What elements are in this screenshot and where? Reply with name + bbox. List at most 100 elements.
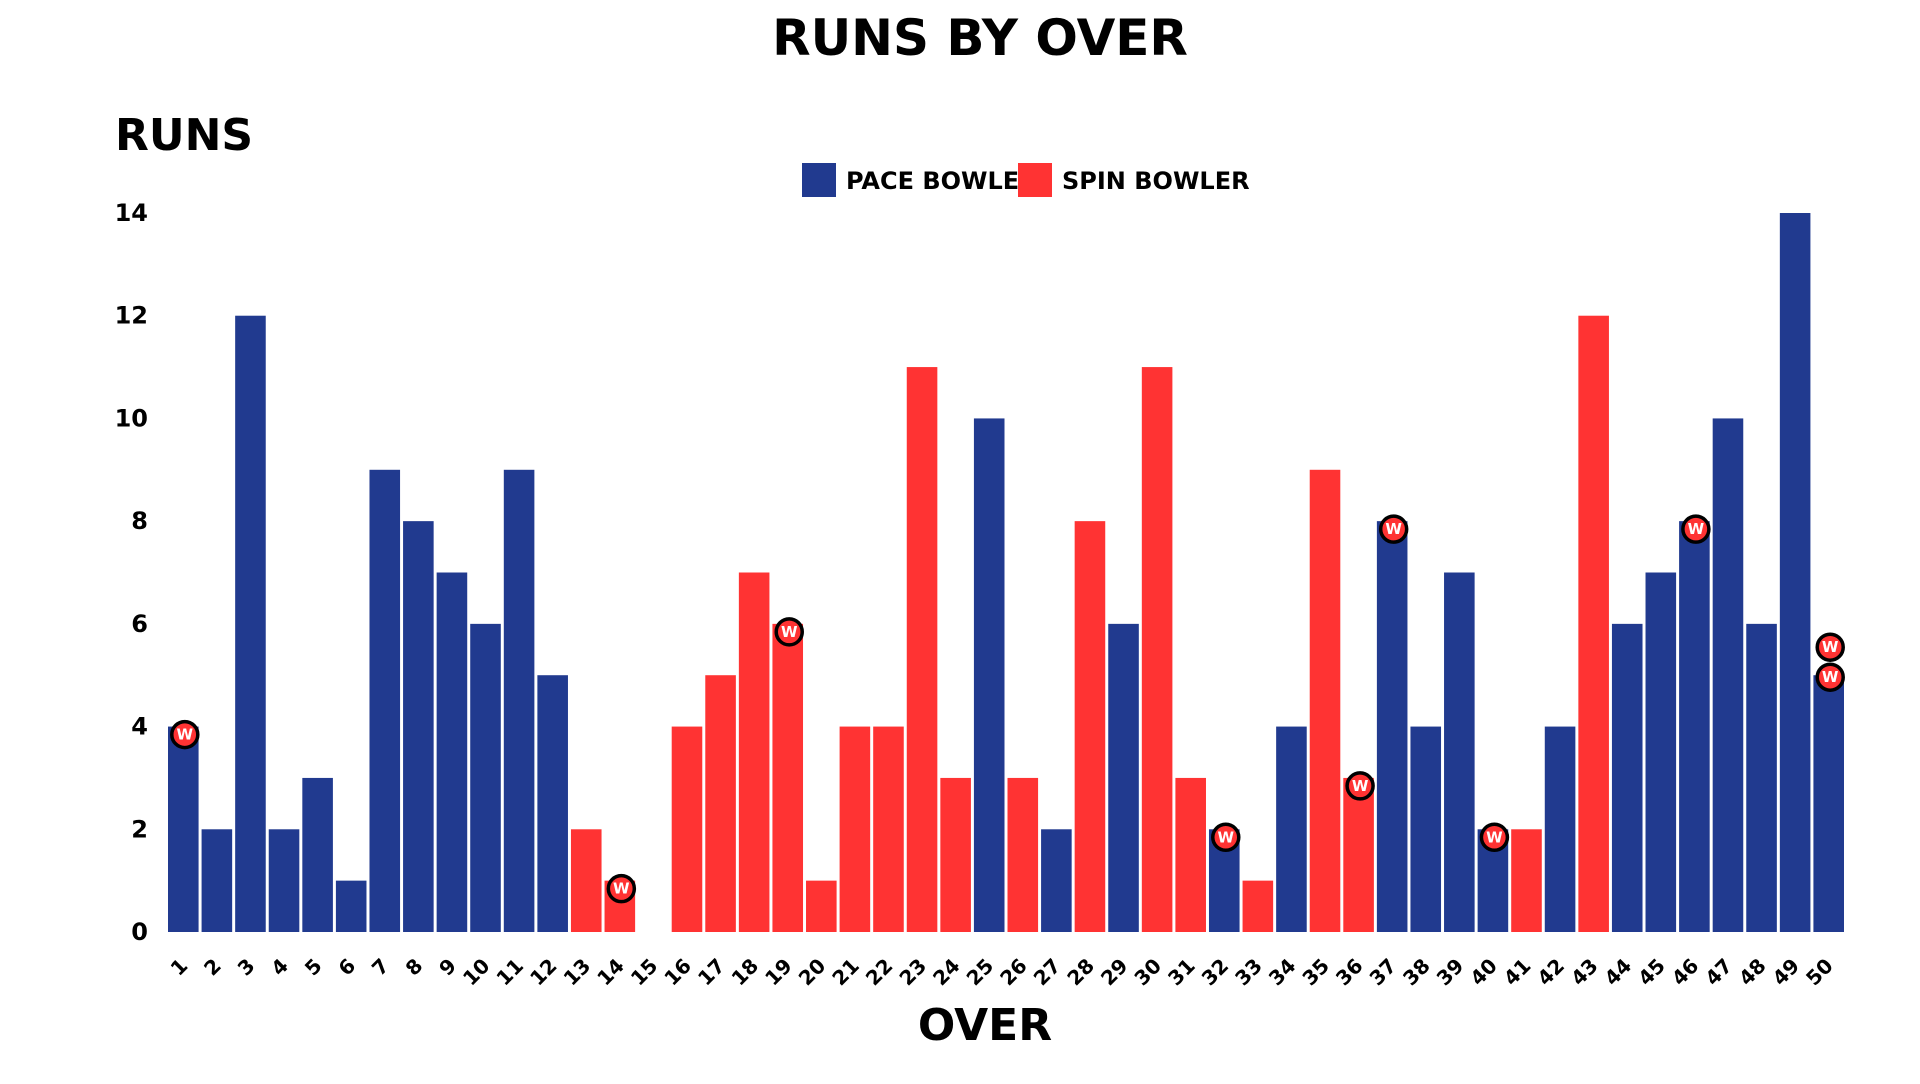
x-tick-label: 12 [525, 954, 562, 991]
wicket-label: W [1217, 828, 1234, 846]
bar-over-27 [1041, 829, 1072, 932]
bar-over-23 [906, 367, 938, 932]
x-tick-label: 50 [1801, 954, 1838, 991]
wicket-label: W [613, 880, 630, 898]
x-tick-label: 2 [199, 954, 226, 981]
wicket-marker: W [774, 617, 804, 647]
wicket-label: W [1822, 668, 1839, 686]
wicket-circle [1681, 514, 1711, 544]
x-tick-label: 40 [1465, 954, 1502, 991]
wicket-marker: W [1211, 822, 1241, 853]
x-tick-label: 18 [727, 954, 764, 991]
bar-over-2 [201, 829, 233, 932]
x-tick-label: 6 [333, 954, 360, 981]
y-tick-label: 0 [131, 918, 148, 946]
x-tick-label: 46 [1667, 954, 1704, 991]
x-tick-label: 33 [1230, 954, 1267, 991]
bar-over-12 [537, 675, 568, 932]
bar-over-29 [1108, 623, 1139, 932]
bar-over-42 [1544, 726, 1576, 932]
legend-item: PACE BOWLER [802, 163, 1038, 197]
wicket-marker: W [1681, 514, 1711, 544]
y-tick-label: 4 [131, 713, 148, 741]
x-tick-label: 21 [827, 954, 864, 991]
y-tick-label: 8 [131, 507, 148, 535]
wicket-circle [170, 719, 200, 750]
x-tick-label: 15 [626, 954, 663, 991]
wicket-circle [1378, 514, 1409, 544]
wicket-label: W [1352, 777, 1369, 795]
bar-over-18 [738, 572, 770, 932]
x-tick-label: 26 [995, 954, 1032, 991]
x-tick-label: 4 [266, 954, 293, 981]
wicket-label: W [1688, 520, 1705, 538]
x-tick-label: 35 [1297, 954, 1334, 991]
y-axis-ticks: 0 2 4 6 8 10 12 14 [115, 199, 148, 946]
x-tick-label: 41 [1499, 954, 1536, 991]
legend-item: SPIN BOWLER [1018, 163, 1250, 197]
wicket-marker: W [1815, 662, 1845, 692]
bars-group [168, 213, 1844, 933]
legend: PACE BOWLER SPIN BOWLER [802, 163, 1250, 197]
x-tick-label: 31 [1163, 954, 1200, 991]
x-tick-label: 9 [434, 954, 461, 981]
bar-over-39 [1444, 572, 1475, 932]
x-tick-label: 7 [367, 954, 394, 981]
wicket-circle [606, 873, 637, 904]
bar-over-46 [1679, 521, 1710, 932]
bar-over-4 [268, 829, 300, 932]
x-tick-label: 24 [928, 954, 965, 991]
bar-over-36 [1343, 777, 1374, 932]
bar-over-19 [772, 623, 804, 932]
wicket-label: W [177, 726, 194, 744]
bar-over-41 [1511, 829, 1542, 932]
bar-over-25 [973, 418, 1005, 932]
bar-over-7 [369, 469, 401, 932]
x-tick-label: 5 [300, 954, 327, 981]
wicket-marker: W [1345, 771, 1375, 801]
wicket-marker: W [1378, 514, 1409, 544]
x-tick-label: 29 [1096, 954, 1133, 991]
bar-over-3 [235, 315, 266, 933]
y-tick-label: 2 [131, 815, 148, 843]
bar-over-35 [1309, 469, 1341, 932]
bar-over-49 [1779, 213, 1811, 932]
wicket-label: W [1822, 638, 1839, 656]
x-tick-label: 43 [1566, 954, 1603, 991]
x-tick-label: 37 [1365, 954, 1402, 991]
bar-over-11 [503, 469, 535, 932]
x-tick-label: 11 [491, 954, 528, 991]
x-tick-label: 1 [166, 954, 193, 981]
legend-swatch [1018, 163, 1052, 197]
x-tick-label: 42 [1532, 954, 1569, 991]
bar-over-50 [1813, 675, 1844, 932]
x-tick-label: 16 [659, 954, 696, 991]
bar-over-26 [1007, 777, 1039, 932]
x-tick-label: 32 [1197, 954, 1234, 991]
wicket-circle [774, 617, 804, 647]
bar-over-38 [1410, 726, 1442, 932]
x-tick-label: 30 [1129, 954, 1166, 991]
x-tick-label: 13 [559, 954, 596, 991]
bar-over-16 [671, 726, 703, 932]
x-tick-label: 27 [1029, 954, 1066, 991]
wicket-circle [1479, 822, 1510, 853]
bar-over-28 [1074, 521, 1106, 932]
x-tick-label: 47 [1700, 954, 1737, 991]
x-tick-label: 38 [1398, 954, 1435, 991]
bar-over-33 [1242, 880, 1274, 932]
x-tick-label: 28 [1062, 954, 1099, 991]
x-tick-label: 23 [894, 954, 931, 991]
bar-over-22 [873, 726, 904, 932]
bar-over-10 [470, 623, 501, 932]
x-tick-label: 20 [794, 954, 831, 991]
bar-over-45 [1645, 572, 1677, 932]
wicket-marker: W [1815, 632, 1845, 662]
bar-over-20 [806, 880, 837, 932]
bar-over-30 [1141, 367, 1173, 932]
x-tick-label: 22 [861, 954, 898, 991]
wicket-marker: W [170, 719, 200, 750]
wicket-circle [1815, 662, 1845, 692]
